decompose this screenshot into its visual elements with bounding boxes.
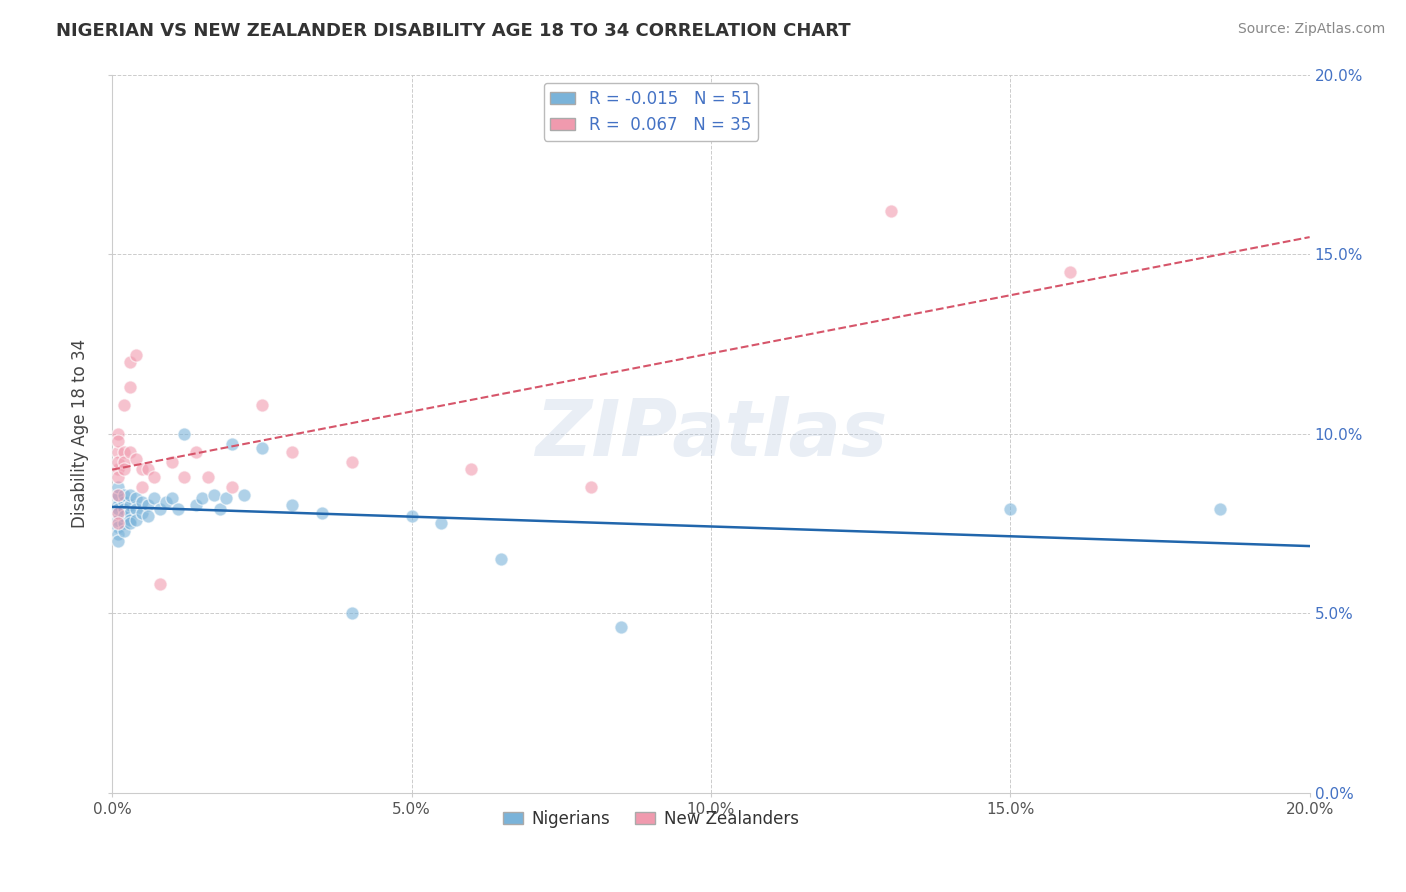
Point: [460, 462, 482, 476]
Point: [112, 462, 135, 476]
Point: [136, 462, 159, 476]
Point: [112, 444, 135, 458]
Point: [112, 488, 135, 502]
Point: [112, 509, 135, 524]
Point: [311, 506, 333, 520]
Point: [131, 462, 153, 476]
Point: [131, 506, 153, 520]
Point: [1209, 502, 1232, 516]
Point: [281, 499, 304, 513]
Point: [120, 488, 142, 502]
Point: [131, 495, 153, 509]
Point: [136, 499, 159, 513]
Point: [232, 488, 254, 502]
Point: [160, 491, 183, 506]
Point: [125, 513, 148, 527]
Point: [160, 455, 183, 469]
Point: [184, 499, 207, 513]
Point: [167, 502, 190, 516]
Point: [112, 398, 135, 412]
Point: [120, 513, 142, 527]
Point: [107, 513, 129, 527]
Point: [112, 455, 135, 469]
Point: [120, 499, 142, 513]
Point: [120, 516, 142, 531]
Point: [1059, 265, 1081, 279]
Point: [107, 506, 129, 520]
Point: [107, 502, 129, 516]
Point: [202, 488, 225, 502]
Point: [340, 455, 363, 469]
Legend: Nigerians, New Zealanders: Nigerians, New Zealanders: [496, 804, 806, 835]
Point: [107, 499, 129, 513]
Point: [107, 480, 129, 494]
Text: NIGERIAN VS NEW ZEALANDER DISABILITY AGE 18 TO 34 CORRELATION CHART: NIGERIAN VS NEW ZEALANDER DISABILITY AGE…: [56, 22, 851, 40]
Point: [610, 620, 633, 634]
Point: [107, 455, 129, 469]
Point: [579, 480, 602, 494]
Point: [340, 606, 363, 620]
Point: [191, 491, 214, 506]
Point: [112, 495, 135, 509]
Point: [107, 527, 129, 541]
Point: [125, 451, 148, 466]
Point: [107, 516, 129, 531]
Point: [112, 502, 135, 516]
Point: [107, 491, 129, 506]
Point: [120, 506, 142, 520]
Text: ZIPatlas: ZIPatlas: [534, 395, 887, 472]
Point: [149, 577, 172, 591]
Point: [1000, 502, 1022, 516]
Point: [107, 444, 129, 458]
Point: [155, 495, 177, 509]
Point: [173, 426, 195, 441]
Point: [143, 491, 166, 506]
Point: [107, 488, 129, 502]
Point: [401, 509, 423, 524]
Point: [184, 444, 207, 458]
Point: [125, 348, 148, 362]
Point: [120, 355, 142, 369]
Point: [879, 204, 901, 219]
Point: [173, 469, 195, 483]
Point: [197, 469, 219, 483]
Point: [120, 444, 142, 458]
Point: [107, 434, 129, 448]
Point: [281, 444, 304, 458]
Point: [107, 520, 129, 534]
Point: [107, 426, 129, 441]
Point: [430, 516, 453, 531]
Point: [125, 502, 148, 516]
Point: [107, 488, 129, 502]
Point: [221, 437, 243, 451]
Point: [107, 534, 129, 549]
Point: [112, 516, 135, 531]
Y-axis label: Disability Age 18 to 34: Disability Age 18 to 34: [72, 339, 89, 528]
Point: [250, 398, 273, 412]
Point: [215, 491, 238, 506]
Point: [143, 469, 166, 483]
Point: [125, 491, 148, 506]
Text: Source: ZipAtlas.com: Source: ZipAtlas.com: [1237, 22, 1385, 37]
Point: [107, 462, 129, 476]
Point: [107, 506, 129, 520]
Point: [250, 441, 273, 455]
Point: [136, 509, 159, 524]
Point: [112, 524, 135, 538]
Point: [491, 552, 513, 566]
Point: [120, 380, 142, 394]
Point: [221, 480, 243, 494]
Point: [208, 502, 231, 516]
Point: [107, 469, 129, 483]
Point: [131, 480, 153, 494]
Point: [149, 502, 172, 516]
